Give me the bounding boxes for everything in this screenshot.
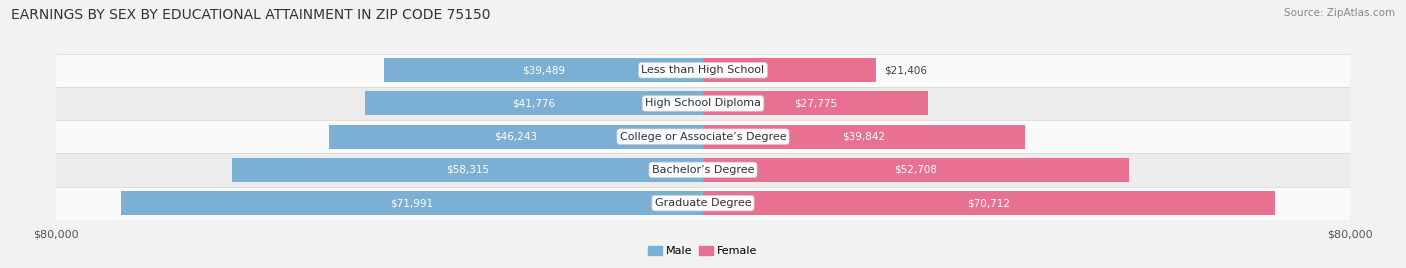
Bar bbox=[56, 54, 1350, 87]
Text: $58,315: $58,315 bbox=[446, 165, 489, 175]
Text: $39,842: $39,842 bbox=[842, 132, 886, 142]
Bar bbox=[703, 91, 928, 116]
Bar bbox=[56, 187, 1350, 220]
Text: Source: ZipAtlas.com: Source: ZipAtlas.com bbox=[1284, 8, 1395, 18]
Bar bbox=[703, 158, 1129, 182]
Bar bbox=[703, 58, 876, 82]
Bar bbox=[329, 125, 703, 149]
Bar bbox=[56, 120, 1350, 153]
Bar bbox=[384, 58, 703, 82]
Text: $46,243: $46,243 bbox=[495, 132, 537, 142]
Text: College or Associate’s Degree: College or Associate’s Degree bbox=[620, 132, 786, 142]
Text: $27,775: $27,775 bbox=[794, 98, 837, 109]
Text: $21,406: $21,406 bbox=[884, 65, 927, 75]
Bar bbox=[703, 191, 1275, 215]
Text: EARNINGS BY SEX BY EDUCATIONAL ATTAINMENT IN ZIP CODE 75150: EARNINGS BY SEX BY EDUCATIONAL ATTAINMEN… bbox=[11, 8, 491, 22]
Text: Less than High School: Less than High School bbox=[641, 65, 765, 75]
Bar bbox=[56, 153, 1350, 187]
Text: Graduate Degree: Graduate Degree bbox=[655, 198, 751, 208]
Legend: Male, Female: Male, Female bbox=[644, 241, 762, 261]
Text: High School Diploma: High School Diploma bbox=[645, 98, 761, 109]
Text: $71,991: $71,991 bbox=[391, 198, 433, 208]
Bar bbox=[703, 125, 1025, 149]
Text: Bachelor’s Degree: Bachelor’s Degree bbox=[652, 165, 754, 175]
Bar bbox=[232, 158, 703, 182]
Text: $52,708: $52,708 bbox=[894, 165, 938, 175]
Text: $41,776: $41,776 bbox=[513, 98, 555, 109]
Text: $39,489: $39,489 bbox=[522, 65, 565, 75]
Text: $70,712: $70,712 bbox=[967, 198, 1011, 208]
Bar bbox=[56, 87, 1350, 120]
Bar bbox=[121, 191, 703, 215]
Bar bbox=[366, 91, 703, 116]
